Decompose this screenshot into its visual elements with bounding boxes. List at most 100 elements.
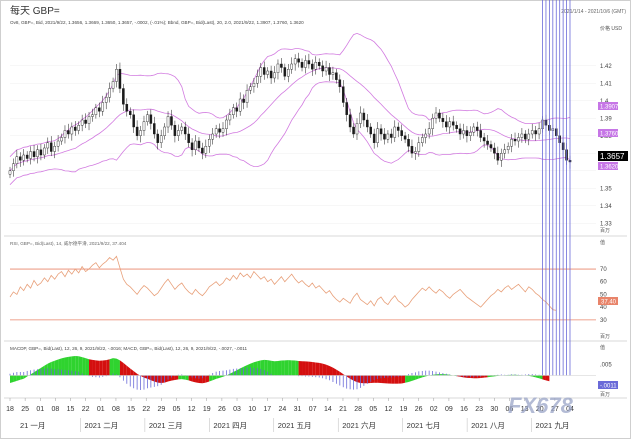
macd-area-positive	[78, 356, 83, 376]
candle-down	[156, 133, 159, 143]
candle-down	[379, 128, 383, 135]
candle-down	[262, 67, 266, 75]
macd-area-negative	[401, 375, 406, 384]
band-upper-label: 1.3907	[600, 105, 619, 111]
candle-down	[283, 67, 287, 77]
candle-down	[335, 72, 338, 80]
macd-area-positive	[418, 375, 423, 379]
macd-area-positive	[30, 372, 35, 376]
macd-area-positive	[288, 360, 292, 376]
candle-up	[500, 153, 503, 161]
x-day-label: 23	[475, 406, 483, 413]
chart-title: 每天 GBP=	[10, 4, 60, 17]
macd-area-negative	[305, 361, 309, 376]
candle-down	[345, 102, 348, 115]
macd-area-negative	[89, 359, 93, 376]
candle-up	[331, 72, 335, 75]
macd-area-negative	[192, 375, 196, 383]
macd-area-negative	[384, 375, 388, 384]
x-month-label: 2021 七月	[407, 421, 441, 430]
x-day-label: 03	[233, 406, 241, 413]
x-day-label: 29	[157, 406, 165, 413]
candle-down	[300, 62, 304, 68]
x-day-label: 17	[263, 406, 271, 413]
macd-area-positive	[44, 363, 48, 376]
rsi-line	[9, 255, 557, 311]
candle-up	[252, 83, 256, 87]
last-price-tag	[598, 151, 628, 161]
price-tick-label: 1.4	[600, 99, 609, 105]
candle-up	[472, 126, 476, 133]
candle-up	[232, 107, 235, 115]
macd-area-negative	[394, 375, 399, 384]
candle-up	[290, 63, 293, 70]
x-day-label: 26	[415, 406, 423, 413]
macd-area-positive	[247, 363, 251, 376]
candle-down	[328, 67, 331, 75]
candle-down	[39, 149, 43, 156]
macd-area-negative	[174, 375, 179, 380]
candle-up	[359, 112, 362, 124]
candle-down	[183, 126, 187, 135]
macd-area-negative	[332, 367, 337, 376]
macd-area-negative	[367, 375, 371, 384]
candle-up	[434, 112, 438, 119]
candle-up	[63, 130, 67, 138]
candle-up	[177, 130, 180, 136]
candle-up	[146, 114, 149, 122]
candle-up	[427, 128, 431, 135]
candle-down	[128, 111, 132, 115]
candle-up	[12, 163, 15, 171]
candle-up	[314, 62, 318, 70]
candle-up	[214, 128, 218, 135]
macd-area-positive	[68, 356, 72, 376]
candle-up	[293, 58, 297, 65]
candle-up	[15, 156, 19, 164]
candle-down	[170, 116, 173, 126]
macd-area-negative	[370, 375, 375, 384]
candle-down	[534, 130, 537, 135]
macd-area-negative	[140, 375, 144, 378]
macd-area-negative	[473, 375, 478, 379]
candle-up	[324, 67, 328, 72]
candle-down	[475, 126, 479, 131]
macd-area-positive	[267, 360, 272, 376]
macd-area-positive	[260, 359, 265, 376]
macd-area-negative	[339, 371, 344, 376]
macd-area-negative	[133, 371, 138, 376]
macd-area-negative	[374, 375, 378, 383]
macd-area-positive	[85, 358, 90, 376]
x-day-label: 19	[400, 406, 408, 413]
candle-up	[424, 133, 427, 138]
candle-up	[304, 60, 307, 68]
macd-area-positive	[490, 375, 495, 377]
candle-down	[445, 121, 448, 128]
x-day-label: 09	[445, 406, 453, 413]
macd-area-positive	[243, 365, 248, 376]
price-tick-label: 1.33	[600, 221, 612, 227]
macd-area-positive	[411, 375, 416, 381]
macd-area-positive	[226, 373, 230, 376]
candle-up	[273, 72, 276, 79]
candle-up	[56, 140, 60, 147]
macd-legend: MACDP, GBP=, Bid(Last), 12, 26, 9, 2021/…	[10, 346, 247, 351]
candle-up	[80, 119, 84, 126]
candle-down	[348, 114, 352, 128]
macd-corner-label: 百万	[600, 392, 610, 398]
rsi-panel: RSI, GBP=, Bid(Last), 14, 威尔德平滑, 2021/9/…	[9, 239, 618, 340]
candle-up	[70, 126, 74, 135]
rsi-axis-title: 值	[600, 239, 605, 246]
candle-up	[249, 86, 252, 91]
x-day-label: 14	[324, 406, 332, 413]
candle-up	[142, 121, 146, 131]
macd-area-positive	[116, 358, 120, 376]
x-day-label: 08	[52, 406, 60, 413]
x-day-label: 20	[536, 406, 544, 413]
macd-area-negative	[302, 361, 306, 376]
candle-up	[225, 119, 228, 129]
candle-up	[207, 139, 211, 147]
candle-down	[149, 114, 153, 124]
macd-area-positive	[75, 356, 79, 376]
macd-area-negative	[336, 369, 340, 376]
macd-area-negative	[329, 365, 333, 376]
